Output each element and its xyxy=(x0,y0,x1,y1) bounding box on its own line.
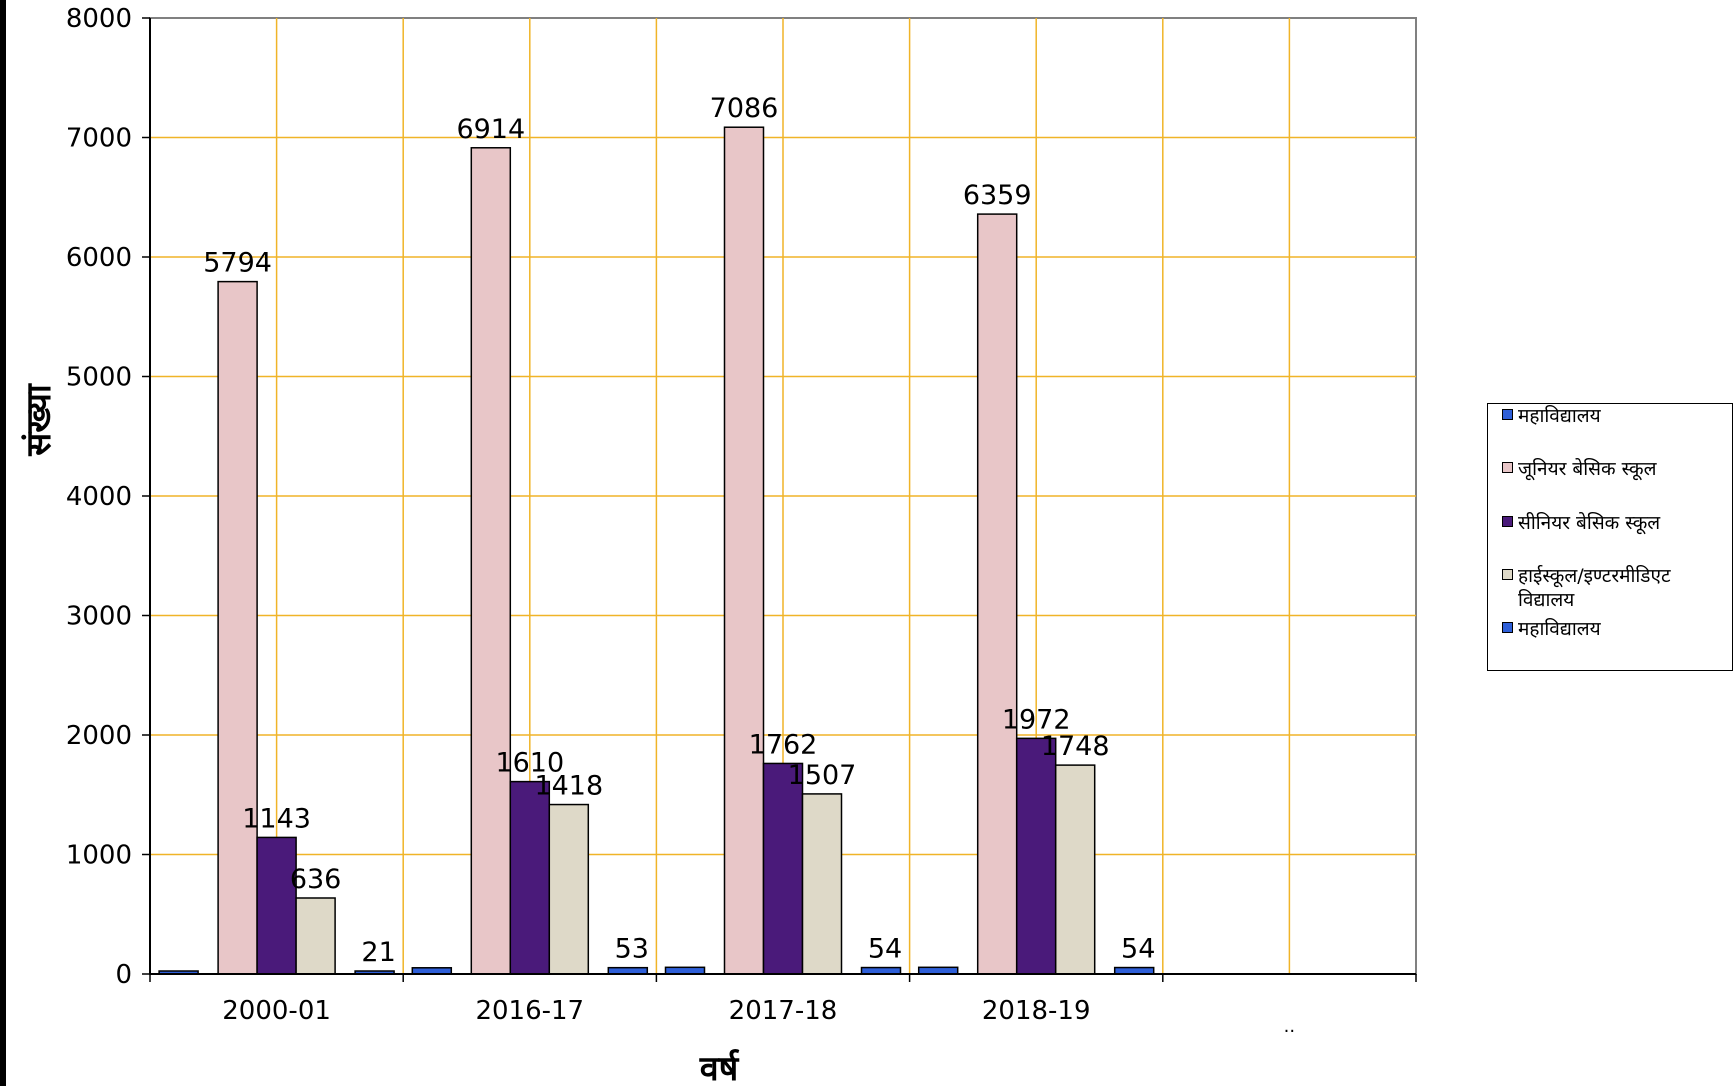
legend-label: महाविद्यालय xyxy=(1518,405,1601,427)
x-tick-label: 2018-19 xyxy=(982,996,1091,1026)
legend-swatch xyxy=(1502,569,1513,580)
data-label: 6914 xyxy=(456,114,525,145)
y-tick-label: 3000 xyxy=(66,602,132,632)
bar-3-2000-01 xyxy=(256,836,297,975)
data-label: 636 xyxy=(290,864,342,895)
y-tick-label: 6000 xyxy=(66,243,132,273)
data-label: 54 xyxy=(1121,934,1155,965)
legend-swatch xyxy=(1502,516,1513,527)
bar-4-2016-17 xyxy=(548,803,590,975)
y-axis-title: संख्या xyxy=(19,383,59,457)
x-tick-label: 2017-18 xyxy=(729,996,838,1026)
legend-item: जूनियर बेसिक स्कूल xyxy=(1502,457,1728,481)
x-axis-extra-mark: .. xyxy=(1284,1016,1295,1037)
data-label: 1507 xyxy=(788,760,857,791)
bar-1-2018-19 xyxy=(917,966,959,975)
y-tick-label: 4000 xyxy=(66,482,132,512)
x-tick-label: 2016-17 xyxy=(475,996,584,1026)
bar-2-2000-01 xyxy=(217,280,258,975)
y-tick-label: 5000 xyxy=(66,363,132,393)
bar-4-2000-01 xyxy=(295,897,336,975)
data-label: 21 xyxy=(361,937,395,968)
data-label: 1748 xyxy=(1041,731,1110,762)
data-label: 1972 xyxy=(1002,704,1071,735)
bar-2-2016-17 xyxy=(470,147,512,975)
data-label: 53 xyxy=(615,934,649,965)
data-labels: 5794 6914 7086 6359 1143 1610 1762 1972 636 1418 1… xyxy=(203,93,1155,968)
data-label: 1762 xyxy=(749,729,818,760)
legend-swatch xyxy=(1502,622,1513,633)
legend-item: सीनियर बेसिक स्कूल xyxy=(1502,511,1728,535)
bar-4-2018-19 xyxy=(1054,764,1096,975)
legend-swatch xyxy=(1502,462,1513,473)
y-tick-label: 8000 xyxy=(66,4,132,34)
data-label: 1143 xyxy=(242,803,311,834)
bar-3-2018-19 xyxy=(1015,737,1057,975)
legend-item: महाविद्यालय xyxy=(1502,617,1728,641)
data-label: 1610 xyxy=(495,748,564,779)
bar-2-2017-18 xyxy=(723,126,765,975)
legend-item: महाविद्यालय xyxy=(1502,404,1728,428)
data-label: 5794 xyxy=(203,248,272,279)
bar-4-2017-18 xyxy=(801,793,843,975)
y-tick-label: 7000 xyxy=(66,124,132,154)
data-label: 54 xyxy=(868,934,902,965)
legend: महाविद्यालय जूनियर बेसिक स्कूल सीनियर बेसि… xyxy=(1487,403,1733,671)
frame-left-border xyxy=(0,0,6,1086)
legend-swatch xyxy=(1502,409,1513,420)
x-axis-title: वर्ष xyxy=(699,1048,741,1086)
data-label: 1418 xyxy=(534,771,603,802)
y-tick-label: 0 xyxy=(115,960,132,990)
bar-2-2018-19 xyxy=(976,213,1018,975)
bars xyxy=(158,126,1155,975)
legend-label: हाईस्कूल/इण्टरमीडिएट विद्यालय xyxy=(1518,565,1671,611)
y-tick-label: 1000 xyxy=(66,841,132,871)
data-label: 6359 xyxy=(963,180,1032,211)
bar-3-2016-17 xyxy=(509,780,551,975)
data-label: 7086 xyxy=(710,93,779,124)
bar-1-2017-18 xyxy=(664,966,706,975)
y-tick-label: 2000 xyxy=(66,721,132,751)
bar-3-2017-18 xyxy=(762,762,804,975)
legend-label: महाविद्यालय xyxy=(1518,618,1601,640)
legend-label: सीनियर बेसिक स्कूल xyxy=(1518,512,1661,534)
x-tick-label: 2000-01 xyxy=(222,996,331,1026)
legend-item: हाईस्कूल/इण्टरमीडिएट विद्यालय xyxy=(1502,564,1728,612)
legend-label: जूनियर बेसिक स्कूल xyxy=(1518,458,1657,480)
axes: 0 1000 2000 3000 4000 5000 6000 7000 8000 2000-01… xyxy=(66,4,1417,1037)
